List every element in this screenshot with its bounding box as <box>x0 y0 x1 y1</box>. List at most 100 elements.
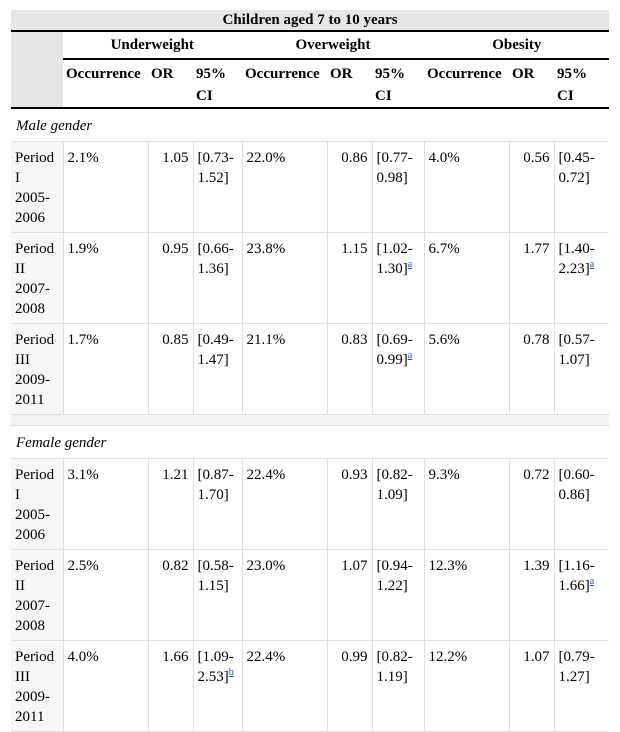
footnote-link[interactable]: b <box>228 667 234 678</box>
stub-header <box>11 31 63 59</box>
footnote-link[interactable]: a <box>589 576 595 587</box>
occurrence-cell: 1.9% <box>63 232 149 324</box>
ci-value: [1.40-2.23] <box>558 241 595 277</box>
occurrence-cell: 2.1% <box>63 141 149 233</box>
ci-value: [0.82-1.19] <box>376 649 413 685</box>
ci-value: [0.73-1.52] <box>197 150 234 186</box>
table-row: Period III 2009-2011 4.0% 1.66 [1.09-2.53]b… <box>11 640 610 732</box>
footnote-link[interactable]: a <box>589 259 595 270</box>
period-cell: Period III 2009-2011 <box>11 323 64 415</box>
occurrence-cell: 23.8% <box>242 232 328 324</box>
ci-value: [0.45-0.72] <box>558 150 595 186</box>
confidence-interval-cell: [0.57-1.07] <box>554 323 610 415</box>
confidence-interval-cell: [0.94-1.22] <box>372 549 425 641</box>
odds-ratio-cell: 0.99 <box>327 640 373 732</box>
occurrence-cell: 21.1% <box>242 323 328 415</box>
ci-value: [0.57-1.07] <box>558 332 595 368</box>
period-cell: Period III 2009-2011 <box>11 640 64 732</box>
table-row: Period II 2007-2008 1.9% 0.95 [0.66-1.36] 23… <box>11 232 610 324</box>
group-header-overweight: Overweight <box>241 31 424 60</box>
column-header-occurrence: Occurrence <box>63 59 148 109</box>
ci-value: [1.02-1.30] <box>376 241 413 277</box>
occurrence-cell: 5.6% <box>424 323 510 415</box>
odds-ratio-cell: 0.85 <box>148 323 194 415</box>
ci-value: [0.60-0.86] <box>558 467 595 503</box>
confidence-interval-cell: [1.40-2.23]a <box>554 232 610 324</box>
section-label: Female gender <box>11 425 610 459</box>
occurrence-cell: 1.7% <box>63 323 149 415</box>
odds-ratio-cell: 1.07 <box>509 640 555 732</box>
stub-header-cell <box>11 59 63 109</box>
confidence-interval-cell: [1.16-1.66]a <box>554 549 610 641</box>
group-header-obesity: Obesity <box>423 31 610 60</box>
odds-ratio-cell: 1.07 <box>327 549 373 641</box>
ci-value: [1.09-2.53] <box>197 649 234 685</box>
section-label: Male gender <box>11 108 610 142</box>
table-row: Period III 2009-2011 1.7% 0.85 [0.49-1.47] 2… <box>11 323 610 415</box>
ci-value: [1.16-1.66] <box>558 558 595 594</box>
table-row: Period I 2005-2006 2.1% 1.05 [0.73-1.52] 22.… <box>11 141 610 233</box>
odds-ratio-cell: 0.86 <box>327 141 373 233</box>
column-header-ci: 95% CI <box>372 59 424 109</box>
odds-ratio-cell: 0.78 <box>509 323 555 415</box>
occurrence-cell: 4.0% <box>424 141 510 233</box>
ci-value: [0.79-1.27] <box>558 649 595 685</box>
odds-ratio-cell: 1.66 <box>148 640 194 732</box>
section-row: Male gender <box>11 108 610 142</box>
results-table: Children aged 7 to 10 years Underweight … <box>11 10 610 732</box>
odds-ratio-cell: 0.82 <box>148 549 194 641</box>
column-header-occurrence: Occurrence <box>242 59 327 109</box>
odds-ratio-cell: 1.77 <box>509 232 555 324</box>
odds-ratio-cell: 0.56 <box>509 141 555 233</box>
table-row: Period II 2007-2008 2.5% 0.82 [0.58-1.15] 23… <box>11 549 610 641</box>
period-cell: Period I 2005-2006 <box>11 458 64 550</box>
ci-value: [0.77-0.98] <box>376 150 413 186</box>
odds-ratio-cell: 1.05 <box>148 141 194 233</box>
occurrence-cell: 4.0% <box>63 640 149 732</box>
confidence-interval-cell: [0.77-0.98] <box>372 141 425 233</box>
confidence-interval-cell: [0.87-1.70] <box>193 458 243 550</box>
column-header-or: OR <box>148 59 193 109</box>
confidence-interval-cell: [0.82-1.19] <box>372 640 425 732</box>
table-title: Children aged 7 to 10 years <box>11 10 610 32</box>
ci-value: [0.82-1.09] <box>376 467 413 503</box>
period-cell: Period II 2007-2008 <box>11 232 64 324</box>
column-header-occurrence: Occurrence <box>424 59 509 109</box>
column-header-or: OR <box>509 59 554 109</box>
occurrence-cell: 12.2% <box>424 640 510 732</box>
occurrence-cell: 12.3% <box>424 549 510 641</box>
occurrence-cell: 9.3% <box>424 458 510 550</box>
odds-ratio-cell: 0.93 <box>327 458 373 550</box>
occurrence-cell: 22.4% <box>242 458 328 550</box>
section-row: Female gender <box>11 425 610 459</box>
confidence-interval-cell: [1.09-2.53]b <box>193 640 243 732</box>
confidence-interval-cell: [0.69-0.99]a <box>372 323 425 415</box>
occurrence-cell: 22.4% <box>242 640 328 732</box>
ci-value: [0.87-1.70] <box>197 467 234 503</box>
odds-ratio-cell: 1.21 <box>148 458 194 550</box>
period-cell: Period II 2007-2008 <box>11 549 64 641</box>
confidence-interval-cell: [0.45-0.72] <box>554 141 610 233</box>
footnote-link[interactable]: a <box>407 259 413 270</box>
ci-value: [0.49-1.47] <box>197 332 234 368</box>
group-header-underweight: Underweight <box>63 31 242 60</box>
ci-value: [0.58-1.15] <box>197 558 234 594</box>
occurrence-cell: 22.0% <box>242 141 328 233</box>
confidence-interval-cell: [0.79-1.27] <box>554 640 610 732</box>
confidence-interval-cell: [0.60-0.86] <box>554 458 610 550</box>
table-body: Male gender Period I 2005-2006 2.1% 1.05 [0.… <box>11 108 610 732</box>
footnote-link[interactable]: a <box>407 350 413 361</box>
confidence-interval-cell: [0.58-1.15] <box>193 549 243 641</box>
confidence-interval-cell: [0.73-1.52] <box>193 141 243 233</box>
section-spacer <box>11 414 610 426</box>
confidence-interval-cell: [0.66-1.36] <box>193 232 243 324</box>
odds-ratio-cell: 1.15 <box>327 232 373 324</box>
odds-ratio-cell: 1.39 <box>509 549 555 641</box>
column-header-ci: 95% CI <box>193 59 242 109</box>
confidence-interval-cell: [0.49-1.47] <box>193 323 243 415</box>
ci-value: [0.94-1.22] <box>376 558 413 594</box>
confidence-interval-cell: [1.02-1.30]a <box>372 232 425 324</box>
occurrence-cell: 23.0% <box>242 549 328 641</box>
occurrence-cell: 6.7% <box>424 232 510 324</box>
occurrence-cell: 3.1% <box>63 458 149 550</box>
